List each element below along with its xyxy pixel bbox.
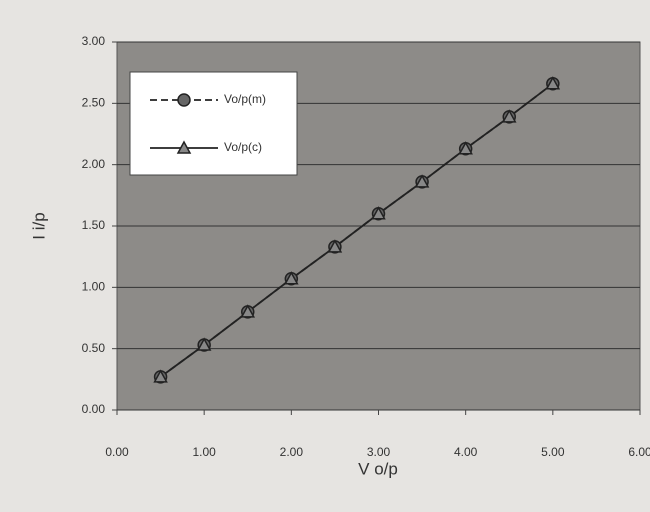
x-tick-label: 3.00 <box>367 445 391 459</box>
x-axis-label: V o/p <box>358 459 398 478</box>
y-tick-label: 0.50 <box>82 341 106 355</box>
y-axis-label: I i/p <box>29 212 48 239</box>
x-tick-label: 0.00 <box>105 445 129 459</box>
legend: Vo/p(m) Vo/p(c) <box>130 72 297 175</box>
x-tick-label: 6.00 <box>628 445 650 459</box>
chart: V o/p I i/p 0.00 0.50 1.00 1.50 2.00 2.50 3.00… <box>0 0 650 512</box>
page: V o/p I i/p 0.00 0.50 1.00 1.50 2.00 2.50 3.00… <box>0 0 650 512</box>
x-tick-label: 2.00 <box>280 445 304 459</box>
legend-label: Vo/p(c) <box>224 140 262 154</box>
y-tick-label: 0.00 <box>82 402 106 416</box>
y-tick-label: 3.00 <box>82 34 106 48</box>
x-tick-label: 5.00 <box>541 445 565 459</box>
legend-marker <box>178 94 190 106</box>
y-tick-label: 2.00 <box>82 157 106 171</box>
x-tick-label: 1.00 <box>192 445 216 459</box>
legend-label: Vo/p(m) <box>224 92 266 106</box>
x-tick-label: 4.00 <box>454 445 478 459</box>
y-tick-label: 1.00 <box>82 280 106 294</box>
legend-box <box>130 72 297 175</box>
y-tick-label: 2.50 <box>82 96 106 110</box>
y-tick-label: 1.50 <box>82 218 106 232</box>
